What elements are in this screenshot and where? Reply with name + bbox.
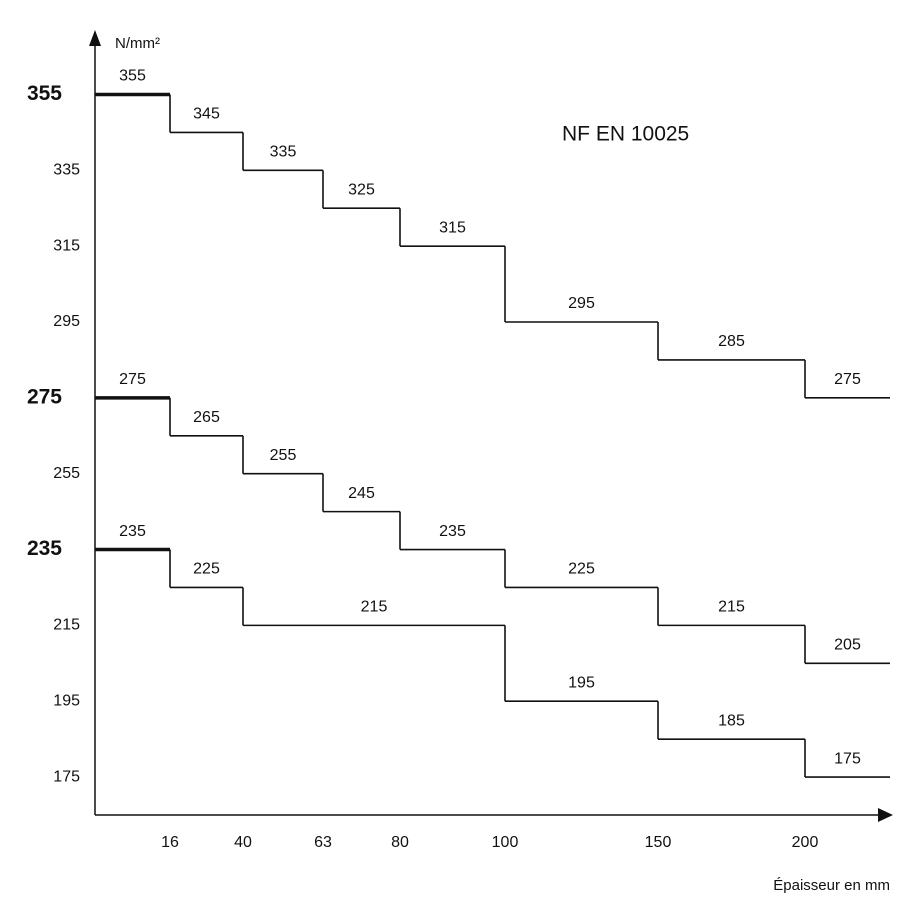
value-label: 295 [568,295,595,312]
x-tick-label: 200 [792,834,819,851]
y-tick-label: 195 [53,692,80,709]
value-label: 215 [361,599,388,616]
x-tick-label: 40 [234,834,252,851]
y-tick-label: 355 [27,82,62,105]
value-label: 325 [348,181,375,198]
value-label: 225 [193,561,220,578]
value-label: 245 [348,485,375,502]
value-label: 335 [270,144,297,161]
y-tick-label: 175 [53,768,80,785]
y-tick-label: 335 [53,162,80,179]
value-label: 235 [119,523,146,540]
y-tick-label: 295 [53,313,80,330]
value-label: 185 [718,712,745,729]
y-axis-arrow [89,30,101,46]
value-label: 175 [834,750,861,767]
x-tick-label: 80 [391,834,409,851]
x-axis-label: Épaisseur en mm [773,877,890,894]
value-label: 215 [718,599,745,616]
x-tick-label: 100 [492,834,519,851]
value-label: 275 [119,371,146,388]
value-label: 205 [834,637,861,654]
value-label: 255 [270,447,297,464]
x-tick-label: 150 [645,834,672,851]
y-tick-label: 215 [53,617,80,634]
annotation: NF EN 10025 [562,123,689,146]
value-label: 345 [193,106,220,123]
value-label: 265 [193,409,220,426]
y-tick-label: 275 [27,385,62,408]
x-tick-label: 16 [161,834,179,851]
y-axis-label: N/mm² [115,35,160,52]
x-tick-label: 63 [314,834,332,851]
x-axis-arrow [878,808,893,822]
value-label: 355 [119,68,146,85]
value-label: 275 [834,371,861,388]
value-label: 225 [568,561,595,578]
value-label: 195 [568,674,595,691]
value-label: 315 [439,219,466,236]
y-tick-label: 235 [27,537,62,560]
y-tick-label: 255 [53,465,80,482]
value-label: 285 [718,333,745,350]
value-label: 235 [439,523,466,540]
y-tick-label: 315 [53,237,80,254]
